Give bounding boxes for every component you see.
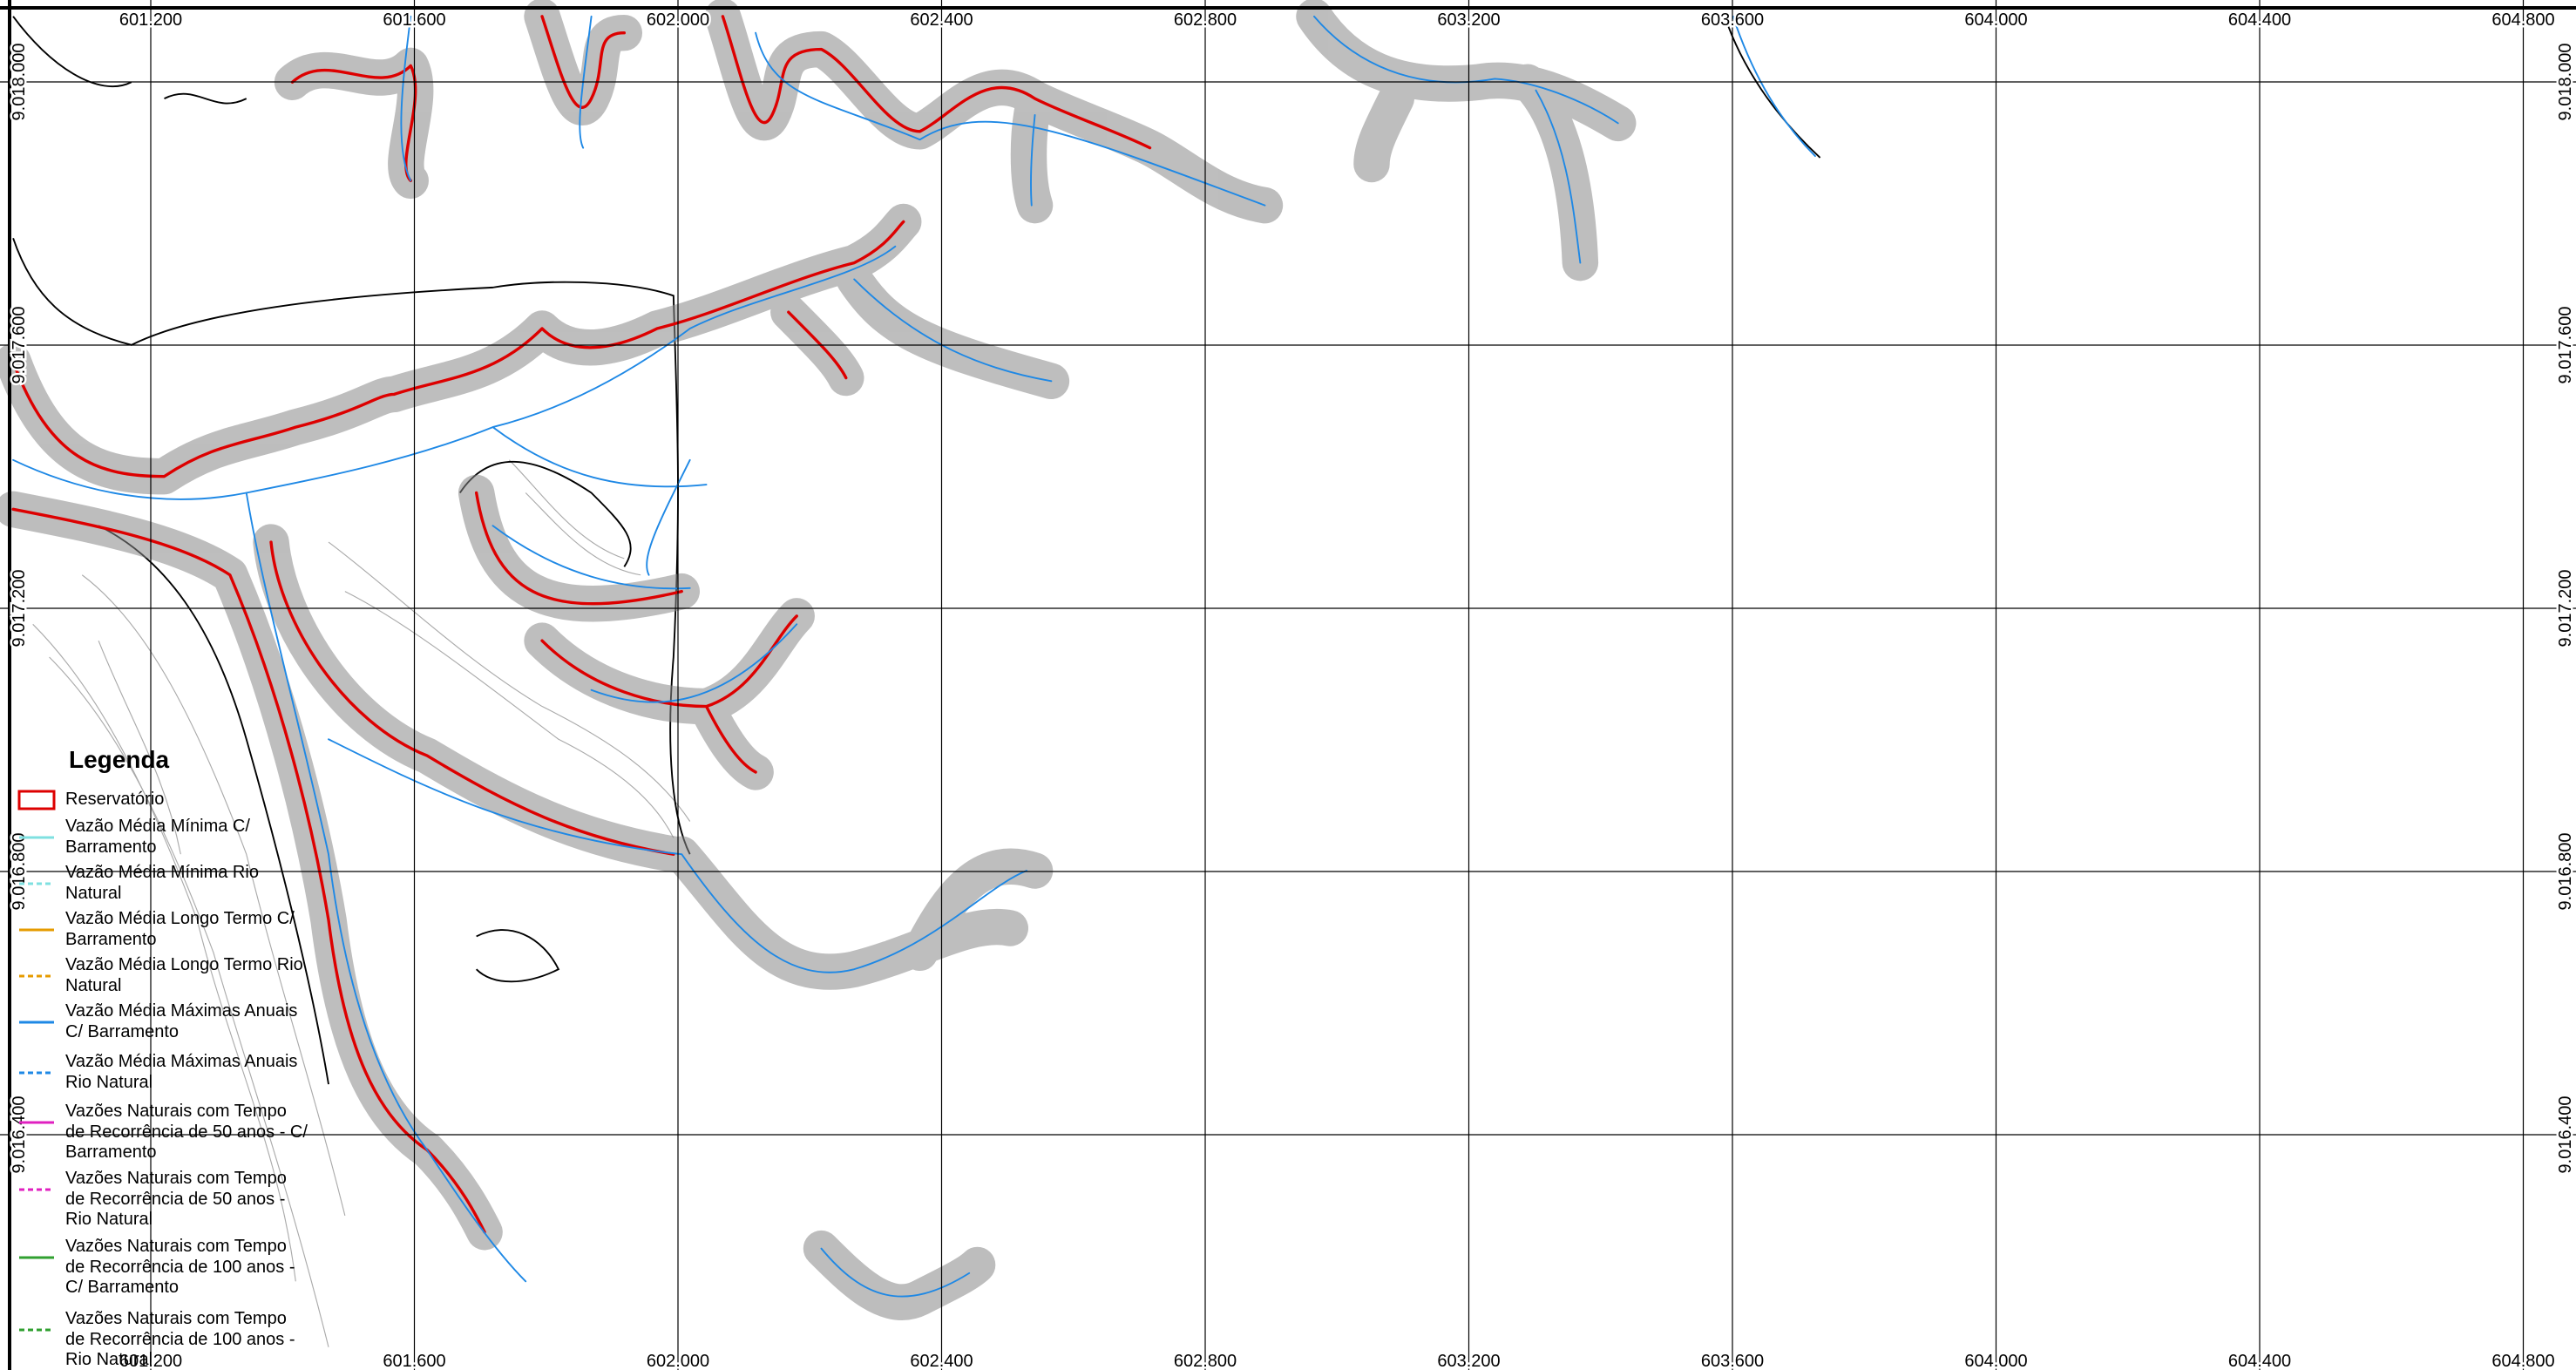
y-label-right: 9.017.200 — [2556, 570, 2575, 648]
x-label-bottom: 603.600 — [1701, 1352, 1764, 1370]
legend-symbol — [19, 928, 54, 932]
x-label-top: 604.400 — [2228, 10, 2291, 30]
legend-symbol — [19, 1121, 54, 1124]
y-label-left: 9.016.400 — [10, 1096, 29, 1174]
terrain — [0, 0, 1821, 1347]
y-label-left: 9.018.000 — [10, 44, 29, 121]
reservoir-band — [0, 0, 1816, 1320]
legend-symbol — [19, 1071, 54, 1075]
legend-item: Vazão Média Mínima Rio Natural — [65, 863, 259, 903]
legend-item: Vazão Média Longo Termo C/ Barramento — [65, 909, 295, 949]
x-label-bottom: 602.400 — [910, 1352, 973, 1370]
reservoir-line — [11, 15, 1152, 1234]
legend-item: Vazão Média Mínima C/ Barramento — [65, 817, 250, 857]
x-label-top: 602.000 — [647, 10, 709, 30]
river — [12, 15, 1816, 1298]
y-label-left: 9.017.600 — [10, 307, 29, 384]
x-label-bottom: 602.000 — [647, 1352, 709, 1370]
legend-symbol — [19, 1021, 54, 1024]
legend-symbol — [19, 1256, 54, 1259]
legend-item: Vazão Média Longo Termo Rio Natural — [65, 955, 303, 995]
legend-symbol — [17, 790, 56, 810]
x-label-bottom: 601.200 — [119, 1352, 182, 1370]
legend-title: Legenda — [69, 746, 170, 773]
y-label-right: 9.017.600 — [2556, 307, 2575, 384]
legend-item: Vazões Naturais com Tempo de Recorrência… — [65, 1102, 308, 1162]
contours — [32, 459, 691, 1347]
x-label-top: 602.800 — [1174, 10, 1237, 30]
x-label-top: 604.800 — [2491, 10, 2554, 30]
y-label-right: 9.016.800 — [2556, 833, 2575, 911]
legend-symbol — [19, 974, 54, 978]
legend-symbol — [19, 836, 54, 839]
x-label-top: 601.600 — [383, 10, 445, 30]
x-label-bottom: 604.400 — [2228, 1352, 2291, 1370]
legend-item: Vazões Naturais com Tempo de Recorrência… — [65, 1237, 295, 1297]
x-label-top: 603.600 — [1701, 10, 1764, 30]
x-label-bottom: 602.800 — [1174, 1352, 1237, 1370]
y-label-left: 9.016.800 — [10, 833, 29, 911]
x-label-top: 604.000 — [1964, 10, 2027, 30]
legend-item: Reservatório — [65, 790, 165, 809]
legend-item: Vazões Naturais com Tempo de Recorrência… — [65, 1309, 295, 1369]
y-label-right: 9.018.000 — [2556, 44, 2575, 121]
x-label-top: 603.200 — [1437, 10, 1500, 30]
x-label-top: 602.400 — [910, 10, 973, 30]
x-label-top: 601.200 — [119, 10, 182, 30]
y-label-left: 9.017.200 — [10, 570, 29, 648]
legend-symbol — [19, 1328, 54, 1332]
legend-symbol — [19, 882, 54, 885]
x-label-bottom: 601.600 — [383, 1352, 445, 1370]
legend-item: Vazões Naturais com Tempo de Recorrência… — [65, 1169, 287, 1229]
x-label-bottom: 604.000 — [1964, 1352, 2027, 1370]
x-label-bottom: 603.200 — [1437, 1352, 1500, 1370]
legend-symbol — [19, 1188, 54, 1191]
x-label-bottom: 604.800 — [2491, 1352, 2554, 1370]
legend-item: Vazão Média Máximas Anuais C/ Barramento — [65, 1001, 298, 1041]
legend-item: Vazão Média Máximas Anuais Rio Natural — [65, 1052, 298, 1092]
legend-swatch — [17, 790, 56, 810]
y-label-right: 9.016.400 — [2556, 1096, 2575, 1174]
